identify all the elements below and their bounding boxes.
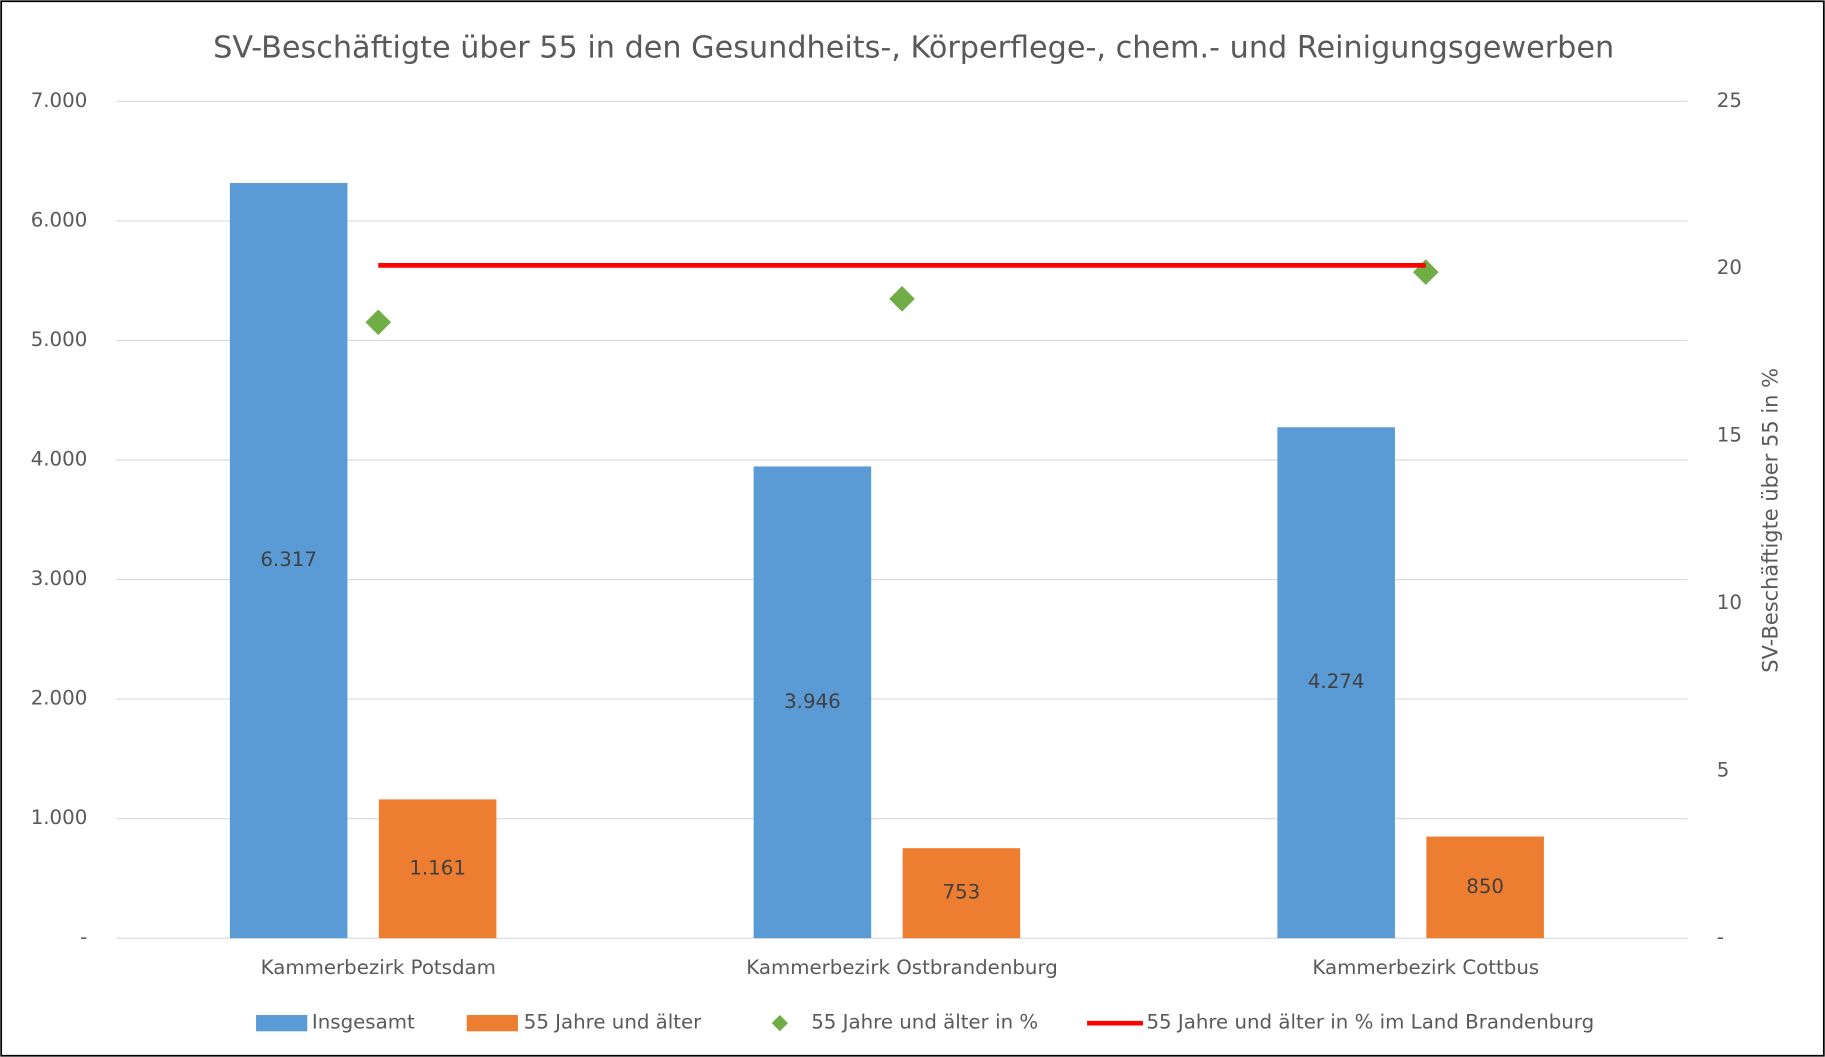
x-tick-label: Kammerbezirk Potsdam (261, 956, 496, 979)
x-tick-label: Kammerbezirk Cottbus (1312, 956, 1539, 979)
y-tick-label: 4.000 (31, 447, 88, 470)
legend-label: 55 Jahre und älter in % (811, 1011, 1038, 1034)
y-tick-label: 5.000 (31, 328, 88, 351)
chart-title: SV-Beschäftigte über 55 in den Gesundhei… (213, 30, 1614, 65)
legend-label: 55 Jahre und älter in % im Land Brandenb… (1146, 1011, 1594, 1034)
bar (753, 466, 872, 939)
y-tick-label: 3.000 (31, 567, 88, 590)
data-label: 6.317 (260, 548, 317, 571)
data-label: 753 (943, 881, 981, 904)
y2-tick-label: 25 (1717, 89, 1742, 112)
bar (378, 799, 497, 939)
data-label: 4.274 (1308, 670, 1365, 693)
bar (229, 182, 348, 939)
bar (1426, 836, 1544, 939)
legend-swatch (256, 1015, 308, 1032)
y-tick-label: 6.000 (31, 208, 88, 231)
data-label: 3.946 (784, 690, 841, 713)
y2-tick-label: 15 (1717, 424, 1742, 447)
data-label: 850 (1466, 875, 1504, 898)
legend-swatch (466, 1015, 518, 1032)
data-label: 1.161 (409, 856, 466, 879)
y-tick-label: 7.000 (31, 89, 88, 112)
y2-tick-label: - (1717, 926, 1724, 949)
y2-axis-label: SV-Beschäftigte über 55 in % (1758, 368, 1782, 673)
legend-label: Insgesamt (312, 1011, 415, 1034)
bar (902, 848, 1021, 939)
legend-label: 55 Jahre und älter (524, 1011, 702, 1034)
bar (1277, 427, 1395, 939)
y-tick-label: 2.000 (31, 687, 88, 710)
y2-tick-label: 5 (1717, 758, 1730, 781)
y-tick-label: 1.000 (31, 806, 88, 829)
y2-tick-label: 20 (1717, 256, 1742, 279)
legend-swatch (771, 1015, 788, 1032)
y-tick-label: - (80, 926, 87, 949)
x-tick-label: Kammerbezirk Ostbrandenburg (746, 956, 1058, 979)
y2-tick-label: 10 (1717, 591, 1742, 614)
